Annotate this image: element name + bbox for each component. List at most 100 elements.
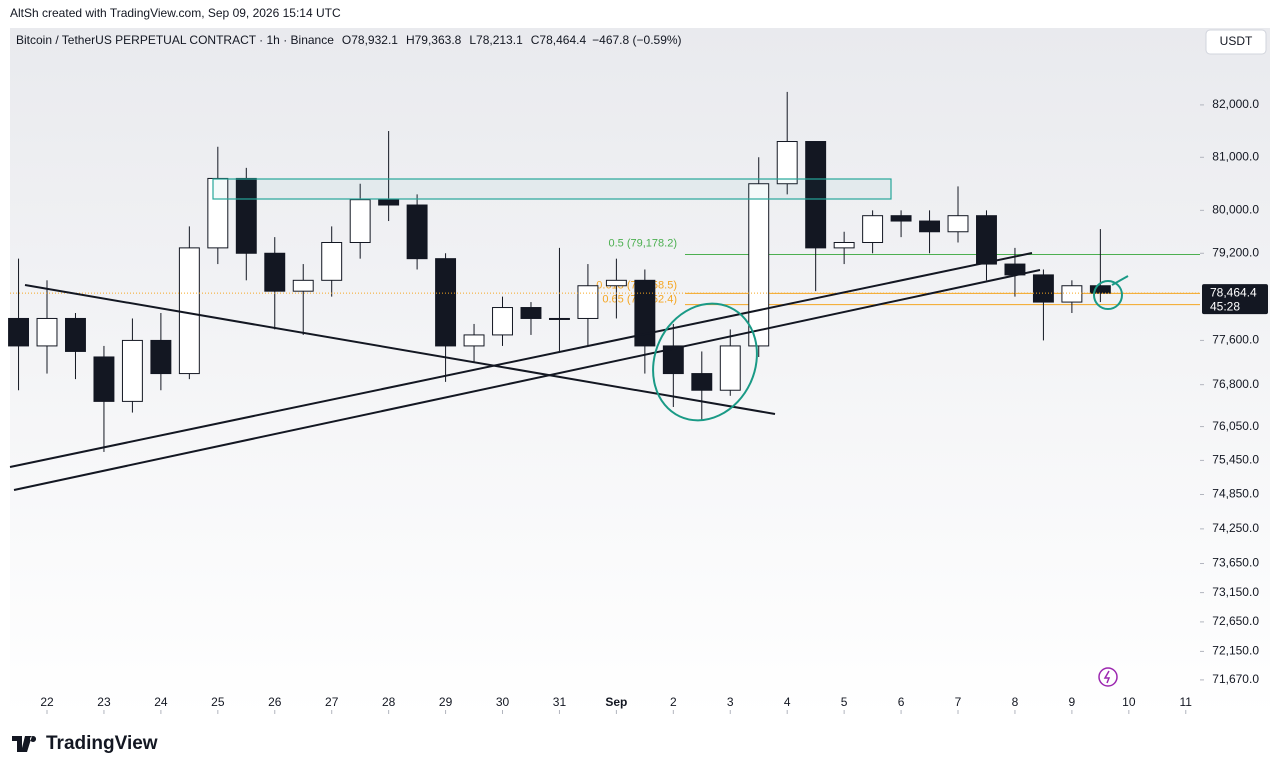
logo: TradingView xyxy=(12,733,158,754)
x-tick-label: 29 xyxy=(439,695,453,709)
y-tick-label: 75,450.0 xyxy=(1212,453,1259,467)
y-tick-label: 77,600.0 xyxy=(1212,333,1259,347)
x-tick-label: 11 xyxy=(1180,695,1193,709)
x-tick-label: 2 xyxy=(670,695,677,709)
candle-body xyxy=(976,215,997,265)
drawings xyxy=(9,178,1129,491)
candle-body xyxy=(862,215,884,243)
candle-body xyxy=(1089,285,1111,294)
candle-body xyxy=(264,252,286,292)
x-tick-label: 30 xyxy=(496,695,510,709)
x-tick-label: 10 xyxy=(1122,695,1136,709)
candle-body xyxy=(662,345,684,375)
candle-body xyxy=(805,141,827,249)
tick-mark-drawing xyxy=(1111,275,1129,286)
y-tick-label: 82,000.0 xyxy=(1212,97,1259,111)
y-tick-label: 71,670.0 xyxy=(1212,672,1259,686)
fib-label: 0.5 (79,178.2) xyxy=(609,237,678,249)
ohlc-label: C xyxy=(531,33,540,47)
candle-body xyxy=(1061,285,1083,303)
trend-line xyxy=(24,284,776,415)
header: AltSh created with TradingView.com, Sep … xyxy=(10,6,341,20)
trend-line xyxy=(13,269,1041,491)
y-tick-label: 80,000.0 xyxy=(1212,203,1259,217)
y-tick-label: 74,850.0 xyxy=(1212,487,1259,501)
candle-body xyxy=(520,307,542,319)
candle-body xyxy=(577,285,599,319)
candle-body xyxy=(406,204,428,260)
ohlc-value: 79,363.8 xyxy=(415,33,462,47)
circle-mark xyxy=(1093,280,1123,310)
x-tick-label: 22 xyxy=(40,695,54,709)
candle-body xyxy=(748,183,770,347)
y-tick-label: 74,250.0 xyxy=(1212,521,1259,535)
y-tick-label: 73,150.0 xyxy=(1212,585,1259,599)
x-tick-label: 4 xyxy=(784,695,791,709)
price-tag-label: 78,464.4 xyxy=(1210,285,1257,299)
y-tick-label: 79,200.0 xyxy=(1212,245,1259,259)
x-tick-label: 24 xyxy=(154,695,168,709)
candle-body xyxy=(292,279,314,292)
candle-body xyxy=(634,279,656,347)
change: −467.8 (−0.59%) xyxy=(592,33,681,47)
candle-body xyxy=(719,345,741,391)
trend-line xyxy=(9,252,1033,468)
candle-body xyxy=(8,317,30,347)
candle-body xyxy=(435,258,457,347)
y-tick-label: 81,000.0 xyxy=(1212,149,1259,163)
x-tick-label: 26 xyxy=(268,695,282,709)
x-tick-label: 9 xyxy=(1069,695,1076,709)
candle-body xyxy=(178,247,200,375)
x-tick-label: 31 xyxy=(553,695,567,709)
ohlc-value: 78,464.4 xyxy=(539,33,586,47)
x-tick-label: 3 xyxy=(727,695,734,709)
legend: Bitcoin / TetherUS PERPETUAL CONTRACT · … xyxy=(16,33,682,47)
candle-body xyxy=(776,141,798,185)
candle-body xyxy=(492,307,513,336)
y-tick-label: 72,150.0 xyxy=(1212,644,1259,658)
candle-body xyxy=(93,356,115,402)
legend-text: Bitcoin / TetherUS PERPETUAL CONTRACT · … xyxy=(16,33,682,47)
candle-body xyxy=(36,317,58,347)
candle-body xyxy=(947,215,969,233)
candle-body xyxy=(919,220,941,233)
plot: 82,000.0 81,000.0 80,000.0 79,200.0 77,600.0… xyxy=(8,91,1268,714)
y-tick-label: 76,050.0 xyxy=(1212,419,1259,433)
currency-button[interactable] xyxy=(1205,29,1267,55)
candle-body xyxy=(1032,274,1054,303)
currency[interactable]: USDT xyxy=(1220,34,1253,48)
x-tick-label: 28 xyxy=(382,695,396,709)
x-tick-label: 27 xyxy=(325,695,339,709)
zone-rectangle xyxy=(212,178,892,200)
candle-body xyxy=(833,241,855,249)
alert-icon-bolt xyxy=(1103,670,1111,684)
x-tick-label: Sep xyxy=(605,695,627,709)
candle-body xyxy=(65,317,86,352)
x-tick-label: 5 xyxy=(841,695,848,709)
logo-icon xyxy=(12,736,37,752)
ohlc-value: 78,932.1 xyxy=(351,33,398,47)
y-tick-label: 76,800.0 xyxy=(1212,377,1259,391)
x-tick-label: 25 xyxy=(211,695,225,709)
y-tick-label: 72,650.0 xyxy=(1212,614,1259,628)
candle-body xyxy=(378,199,400,206)
alert-icon[interactable] xyxy=(1098,667,1118,687)
candle-body xyxy=(121,339,143,402)
ohlc-label: H xyxy=(406,33,415,47)
price-tag xyxy=(1202,284,1268,315)
logo-text: TradingView xyxy=(46,733,158,754)
x-tick-label: 23 xyxy=(97,695,111,709)
x-tick-label: 6 xyxy=(898,695,905,709)
x-tick-label: 7 xyxy=(955,695,962,709)
countdown: 45:28 xyxy=(1210,299,1240,313)
candle-body xyxy=(321,241,343,281)
candle-body xyxy=(548,317,570,320)
ohlc-value: 78,213.1 xyxy=(476,33,523,47)
x-tick-label: 8 xyxy=(1012,695,1019,709)
candle-body xyxy=(150,339,172,375)
ohlc-label: O xyxy=(342,33,351,47)
candle-body xyxy=(691,373,713,391)
candle-body xyxy=(463,334,485,347)
y-tick-label: 73,650.0 xyxy=(1212,556,1259,570)
